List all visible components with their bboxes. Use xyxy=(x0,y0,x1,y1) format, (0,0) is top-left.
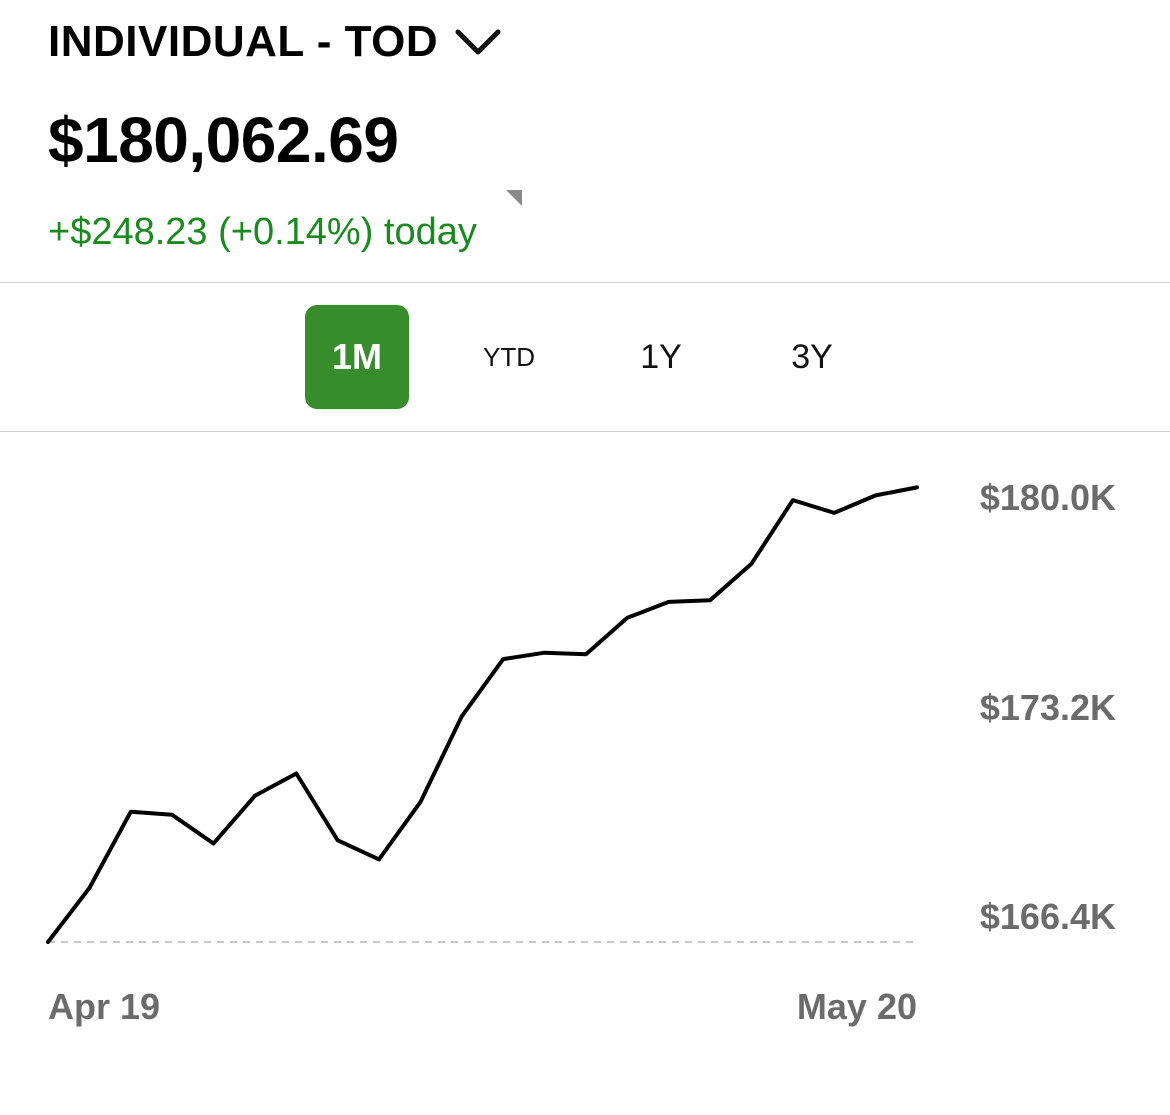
tab-1m[interactable]: 1M xyxy=(305,305,409,409)
tab-3y[interactable]: 3Y xyxy=(791,337,833,376)
tab-1y[interactable]: 1Y xyxy=(640,337,682,376)
daily-change: +$248.23 (+0.14%) today xyxy=(48,211,477,253)
chevron-down-icon[interactable] xyxy=(454,27,502,57)
tab-ytd[interactable]: YTD xyxy=(483,341,535,372)
performance-chart: $180.0K $173.2K $166.4K Apr 19 May 20 xyxy=(0,432,1170,1110)
x-tick-label: May 20 xyxy=(797,986,917,1027)
y-tick-label: $180.0K xyxy=(980,477,1116,518)
account-name: INDIVIDUAL - TOD xyxy=(48,17,439,66)
header-divider xyxy=(0,282,1170,283)
y-tick-label: $166.4K xyxy=(980,896,1116,937)
corner-marker-icon xyxy=(506,190,522,206)
tabs-divider xyxy=(0,431,1170,432)
line-chart: $180.0K $173.2K $166.4K Apr 19 May 20 xyxy=(46,477,1116,1027)
account-selector[interactable]: INDIVIDUAL - TOD xyxy=(48,14,502,70)
account-balance: $180,062.69 xyxy=(48,104,399,176)
y-tick-label: $173.2K xyxy=(980,687,1116,728)
x-tick-label: Apr 19 xyxy=(48,986,160,1027)
series-line xyxy=(46,485,919,944)
time-range-tabs: 1M YTD 1Y 3Y xyxy=(0,284,1170,431)
account-header: INDIVIDUAL - TOD $180,062.69 +$248.23 (+… xyxy=(0,0,1170,283)
